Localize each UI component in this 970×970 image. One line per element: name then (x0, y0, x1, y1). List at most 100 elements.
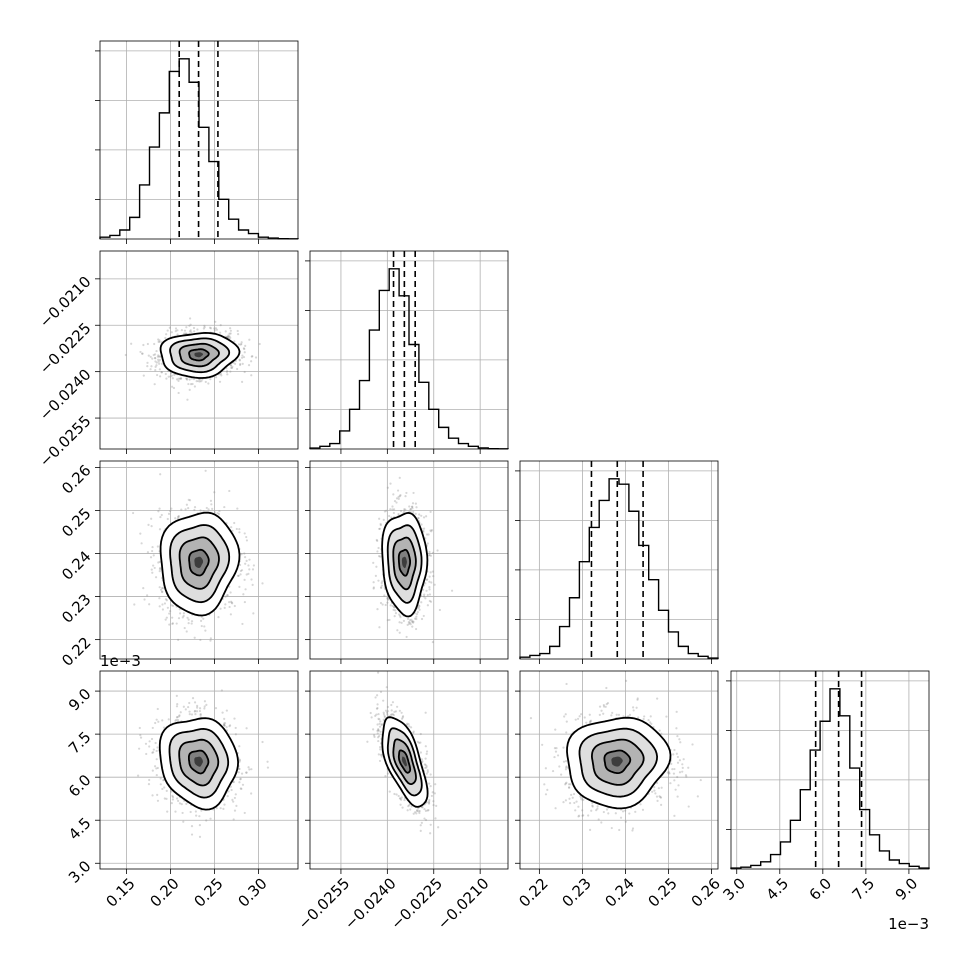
sample-point (391, 508, 394, 511)
sample-point (148, 603, 151, 606)
sample-point (250, 768, 253, 771)
sample-point (178, 714, 181, 717)
sample-point (193, 636, 196, 639)
sample-point (671, 768, 674, 771)
sample-point (660, 786, 663, 789)
sample-point (589, 720, 592, 723)
sample-point (410, 618, 413, 621)
sample-point (388, 514, 391, 518)
contour-line (603, 749, 632, 774)
sample-point (189, 329, 192, 332)
sample-point (422, 595, 426, 598)
sample-point (621, 810, 625, 813)
sample-point (422, 516, 426, 519)
sample-point (385, 711, 389, 714)
sample-point (418, 608, 421, 611)
sample-point (179, 711, 182, 714)
sample-point (392, 511, 395, 515)
sample-point (691, 743, 694, 746)
sample-point (429, 785, 432, 788)
sample-point (247, 564, 250, 567)
sample-point (401, 716, 404, 719)
sample-point (198, 835, 202, 838)
sample-point (425, 752, 428, 755)
sample-point (226, 369, 229, 373)
sample-point (415, 506, 418, 509)
sample-point (418, 811, 421, 815)
sample-point (370, 716, 373, 719)
sample-point (379, 720, 382, 723)
sample-point (229, 327, 232, 330)
sample-point (400, 717, 404, 720)
sample-point (203, 700, 207, 703)
sample-point (171, 377, 174, 380)
sample-point (185, 377, 188, 380)
y-tick-label: 4.5 (65, 814, 95, 844)
sample-point (252, 612, 255, 615)
contour-line (178, 342, 220, 368)
sample-point (425, 750, 429, 753)
sample-point (156, 355, 159, 358)
sample-point (148, 745, 151, 748)
panel-frame (519, 460, 719, 660)
sample-point (627, 715, 630, 718)
sample-point (154, 741, 157, 745)
sample-point (162, 779, 165, 782)
sample-point (392, 493, 395, 496)
sample-point (382, 518, 385, 521)
sample-point (159, 566, 162, 570)
sample-point (398, 495, 402, 498)
sample-point (573, 801, 576, 805)
sample-point (182, 820, 185, 823)
sample-point (157, 354, 160, 357)
sample-point (171, 794, 174, 798)
sample-point (225, 726, 228, 729)
sample-point (378, 527, 381, 531)
sample-point (175, 705, 179, 708)
sample-point (427, 809, 430, 812)
sample-point (152, 564, 155, 567)
contour-line (392, 536, 417, 591)
sample-point (238, 528, 241, 531)
sample-point (161, 586, 164, 590)
sample-point (239, 787, 242, 790)
sample-point (407, 723, 410, 726)
sample-point (625, 679, 628, 682)
sample-point (219, 331, 222, 334)
sample-point (184, 708, 187, 711)
sample-point (188, 378, 191, 381)
sample-point (228, 725, 231, 728)
sample-point (567, 783, 571, 786)
sample-point (415, 613, 419, 616)
sample-point (141, 352, 144, 355)
sample-point (166, 517, 169, 521)
sample-point (236, 507, 239, 510)
hist-panel-1 (305, 250, 509, 450)
sample-point (243, 556, 247, 559)
y-tick-label: −0.0210 (36, 273, 95, 332)
sample-point (151, 549, 154, 553)
sample-point (152, 554, 155, 557)
sample-point (541, 743, 544, 746)
sample-point (412, 731, 415, 734)
panel-2d-2-1 (305, 460, 509, 664)
sample-point (182, 332, 186, 335)
sample-point (219, 372, 222, 375)
sample-point (636, 698, 639, 701)
sample-point (422, 527, 426, 530)
sample-point (429, 773, 432, 776)
sample-point (395, 497, 399, 500)
sample-point (428, 550, 431, 554)
sample-point (377, 753, 380, 756)
sample-point (423, 817, 426, 820)
sample-point (386, 772, 390, 775)
sample-point (213, 329, 216, 332)
sample-point (376, 729, 379, 732)
sample-point (189, 323, 192, 326)
sample-point (243, 811, 246, 815)
sample-point (238, 563, 242, 567)
sample-point (429, 529, 432, 532)
sample-point (399, 494, 402, 497)
sample-point (245, 559, 248, 562)
